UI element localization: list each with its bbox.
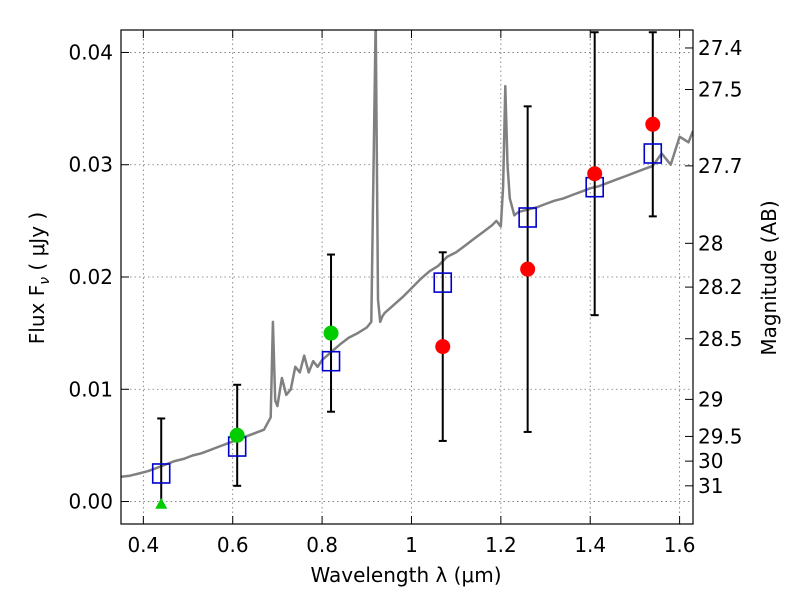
observed-point <box>229 427 245 443</box>
y2-tick-label: 31 <box>698 474 723 498</box>
observed-point <box>587 166 603 182</box>
y-axis-label: Flux Fν ( μJy ) <box>25 212 53 344</box>
observed-point <box>645 116 661 132</box>
x-tick-label: 1.2 <box>485 533 517 557</box>
observed-point <box>323 325 339 341</box>
x-tick-label: 0.8 <box>306 533 338 557</box>
y2-tick-label: 28 <box>698 231 723 255</box>
model-photometry-point <box>433 272 453 293</box>
y-tick-label: 0.02 <box>68 265 113 289</box>
model-photometry-point <box>643 143 663 164</box>
x-tick-label: 1.4 <box>574 533 606 557</box>
model-photometry-point <box>518 207 537 228</box>
y2-tick-label: 28.2 <box>698 275 743 299</box>
x-tick-label: 0.4 <box>127 533 159 557</box>
observed-point <box>435 339 451 355</box>
y2-tick-label: 29.5 <box>698 424 743 448</box>
y-tick-label: 0.03 <box>68 153 113 177</box>
y-axis-label-sub: ν <box>37 277 53 285</box>
y2-tick-label: 27.5 <box>698 78 743 102</box>
y2-axis-label: Magnitude (AB) <box>757 200 781 355</box>
x-tick-label: 1.6 <box>664 533 696 557</box>
model-photometry-point <box>321 350 341 372</box>
x-axis-label: Wavelength λ (μm) <box>310 563 501 587</box>
grid-lines <box>121 30 693 524</box>
y2-tick-label: 30 <box>698 449 723 473</box>
observed-point <box>520 261 536 277</box>
y2-tick-label: 28.5 <box>698 327 743 351</box>
y2-tick-label: 29 <box>698 387 723 411</box>
y-axis-label-text: Flux F <box>25 285 49 344</box>
plot-area <box>121 30 693 509</box>
y-tick-label: 0.01 <box>68 377 113 401</box>
model-photometry-point <box>151 463 171 484</box>
model-spectrum-line <box>121 30 693 479</box>
axes: 0.4 0.6 0.8 1 1.2 1.4 1.6 0.00 0.01 0.02 0.03 0.04 2… <box>68 30 743 557</box>
upper-limit-point <box>155 497 168 509</box>
y-tick-label: 0.04 <box>68 40 113 64</box>
x-tick-label: 0.6 <box>217 533 249 557</box>
y-tick-label: 0.00 <box>68 490 113 514</box>
y2-tick-label: 27.4 <box>698 36 743 60</box>
y-axis-label-unit: ( μJy ) <box>25 212 49 277</box>
x-tick-label: 1 <box>405 533 418 557</box>
y2-tick-label: 27.7 <box>698 154 743 178</box>
